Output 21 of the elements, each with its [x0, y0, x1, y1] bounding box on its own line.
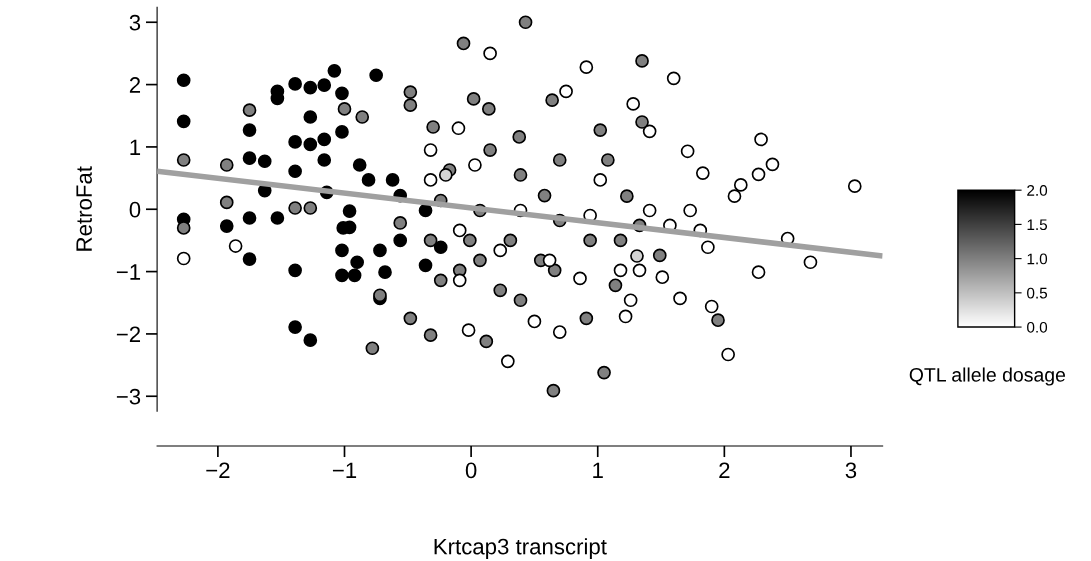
x-tick-label: −1 [332, 462, 357, 479]
x-axis-title: Krtcap3 transcript [434, 538, 607, 559]
color-bar-label: 2.0 [1027, 185, 1048, 196]
y-tick-label: 1 [130, 139, 141, 155]
x-tick-label: −2 [206, 462, 230, 479]
x-tick-label: 2 [719, 462, 730, 479]
y-tick-label: 3 [129, 14, 141, 31]
y-tick-label: −1 [116, 264, 141, 280]
x-tick-label: 1 [593, 462, 603, 479]
color-bar-label: 1.5 [1027, 219, 1048, 231]
color-bar-label: 0.5 [1027, 287, 1048, 299]
y-axis-title: RetroFat [76, 166, 92, 251]
y-tick-label: 2 [129, 77, 141, 93]
color-bar-label: 1.0 [1027, 253, 1048, 265]
x-tick-label: 0 [465, 462, 477, 479]
y-tick-label: 0 [129, 201, 141, 218]
y-tick-label: −2 [116, 326, 141, 342]
color-bar-label: 0.0 [1027, 321, 1048, 333]
x-tick-label: 3 [845, 462, 857, 479]
y-tick-label: −3 [116, 388, 141, 405]
color-bar-title: QTL allele dosage [909, 367, 1066, 386]
